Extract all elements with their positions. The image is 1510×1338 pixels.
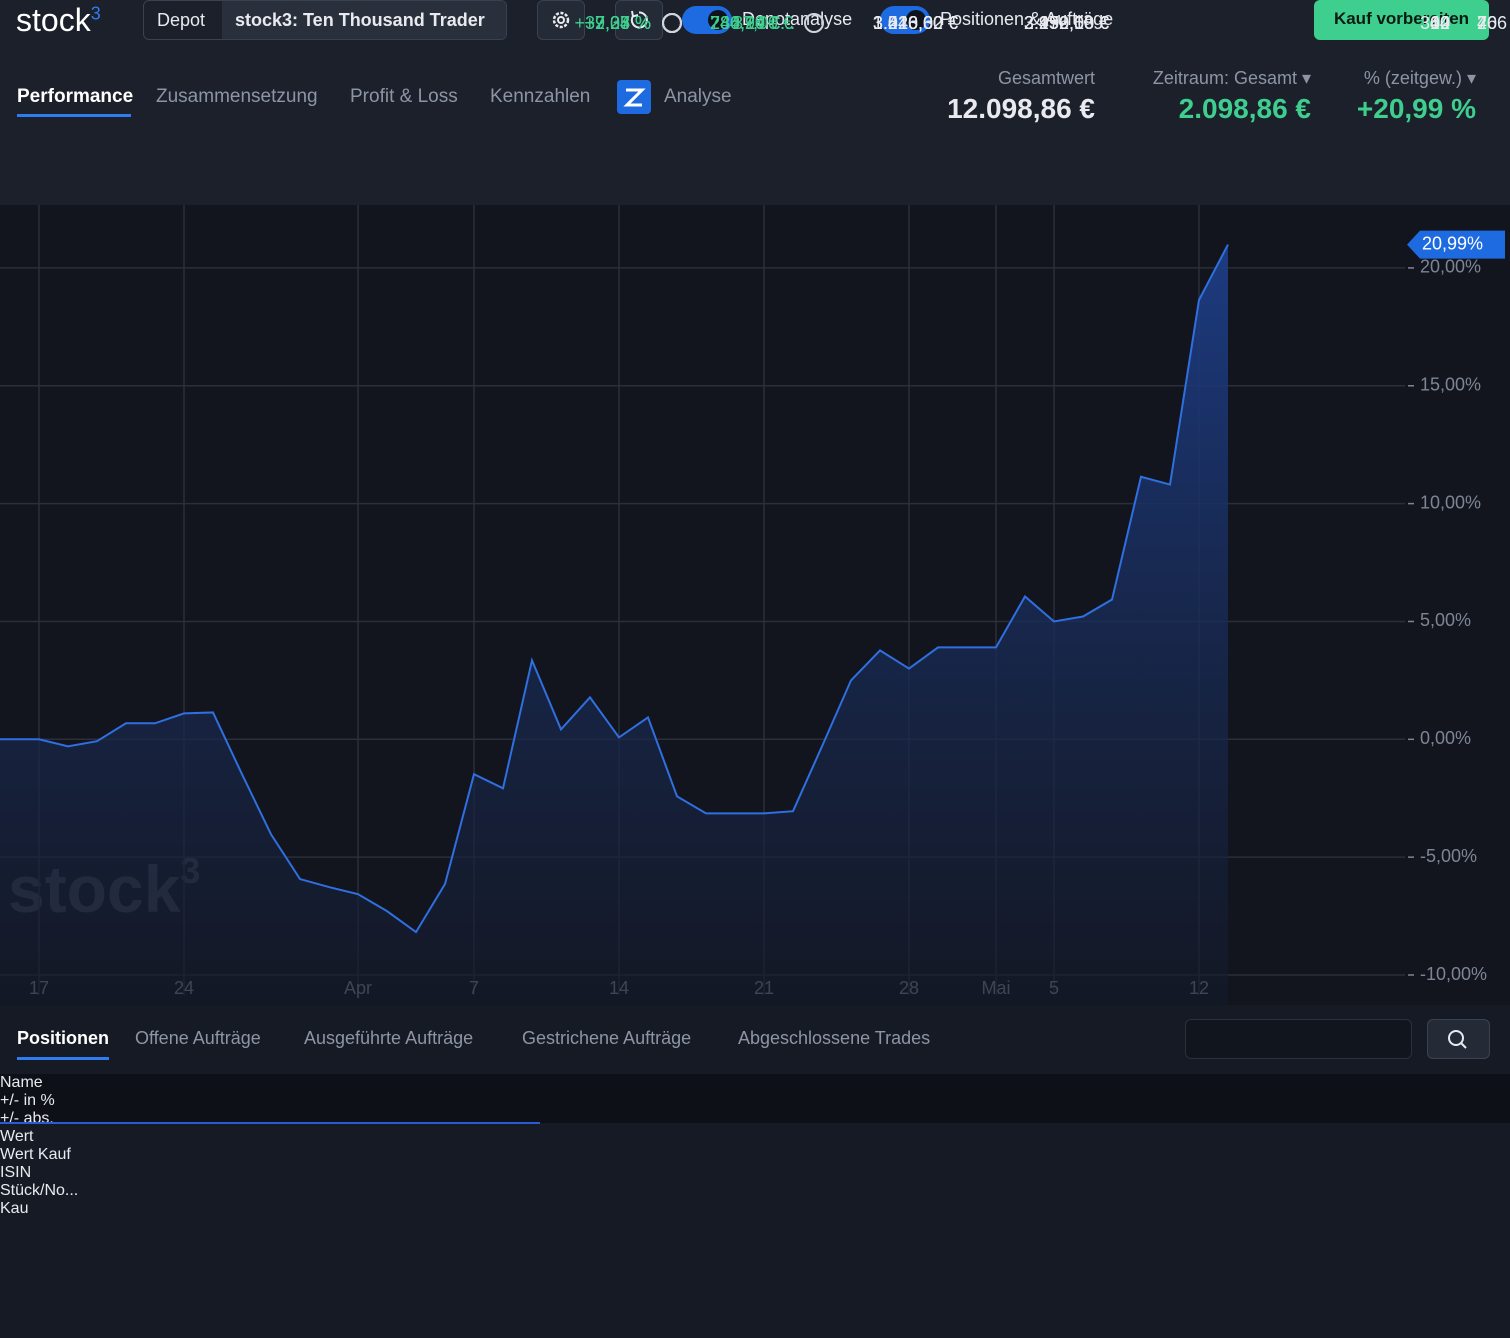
gear-icon xyxy=(552,11,570,29)
depot-label: Depot xyxy=(157,10,206,30)
abs-cell: 240,24 €... xyxy=(710,13,796,33)
reload-icon xyxy=(630,10,648,29)
toggle-label: Depotanalyse xyxy=(742,9,853,29)
stat-value: 2.098,86 € xyxy=(1178,93,1311,124)
stueck-cell: 300 xyxy=(1419,13,1450,33)
column-indicator xyxy=(0,1122,540,1124)
area xyxy=(0,244,1228,1005)
stat-value: 12.098,86 € xyxy=(947,93,1095,124)
settings-button[interactable] xyxy=(537,0,585,40)
column-header[interactable]: Kau xyxy=(0,1200,29,1217)
toggle-switch[interactable] xyxy=(880,6,930,34)
y-tick-label: 10,00% xyxy=(1420,492,1481,512)
bottom-tab[interactable]: Abgeschlossene Trades xyxy=(738,1028,931,1048)
reload-button[interactable] xyxy=(615,0,663,40)
column-header[interactable]: ISIN xyxy=(0,1164,32,1181)
wert-cell: 1.026,00 € xyxy=(872,13,958,33)
stat-label[interactable]: Zeitraum: Gesamt ▾ xyxy=(1152,68,1311,88)
stueck-cell: 44 xyxy=(1429,13,1450,33)
wert-kauf-cell: 3.192,50 € xyxy=(1023,13,1109,33)
tab-underline xyxy=(17,1057,109,1060)
column-header[interactable]: +/- abs. xyxy=(0,1110,54,1127)
y-tick-label: -5,00% xyxy=(1420,846,1477,866)
search-button[interactable] xyxy=(1427,1019,1490,1059)
kauf-cell: 40 xyxy=(1477,13,1498,33)
wert-cell: 3.510,32 € xyxy=(872,13,958,33)
stat-value: +20,99 % xyxy=(1356,93,1476,124)
y-tick-label: 15,00% xyxy=(1420,375,1481,395)
pct-cell: +7,33 % xyxy=(584,13,651,33)
stat-label: Gesamtwert xyxy=(997,68,1095,88)
logo[interactable]: stock3 xyxy=(16,2,101,39)
stueck-cell: 60 xyxy=(1429,13,1450,33)
logo-text: stock xyxy=(16,2,91,38)
search-icon xyxy=(1448,1030,1467,1049)
column-header[interactable]: +/- in % xyxy=(0,1092,55,1109)
info-icon[interactable] xyxy=(804,13,824,33)
abs-cell: 786,90 €... xyxy=(710,13,796,33)
column-header[interactable]: Wert xyxy=(0,1128,34,1145)
analyse-icon xyxy=(617,80,651,114)
bottom-tab[interactable]: Offene Aufträge xyxy=(135,1028,261,1048)
stueck-cell: 12 xyxy=(1429,13,1450,33)
performance-chart: stock3 1724Apr7142128Mai512-10,00%-5,00%… xyxy=(0,205,1510,1005)
bottom-tab[interactable]: Gestrichene Aufträge xyxy=(522,1028,692,1048)
line xyxy=(0,244,1229,934)
tab-underline xyxy=(17,114,131,117)
toggle-switch[interactable] xyxy=(682,6,732,34)
header-area: stock3 Depot stock3: Ten Thousand Trader… xyxy=(0,0,1510,205)
table-header: Name +/- in % +/- abs. Wert Wert Kauf ISIN Stü… xyxy=(0,1074,1510,1217)
tab[interactable]: Analyse xyxy=(664,86,732,107)
abs-cell: 234,10 €... xyxy=(710,13,796,33)
pct-cell: +32,04 % xyxy=(574,13,651,33)
wert-kauf-cell: 939,00 € xyxy=(1038,13,1109,33)
column-header[interactable]: Wert Kauf xyxy=(0,1146,71,1163)
wert-cell: 3.243,00 € xyxy=(872,13,958,33)
y-tick-label: 0,00% xyxy=(1420,728,1471,748)
y-tick-label: -10,00% xyxy=(1420,964,1487,984)
wert-cell: 3.426,60 € xyxy=(872,13,958,33)
pct-cell: +9,27 % xyxy=(584,13,651,33)
depot-name: stock3: Ten Thousand Trader xyxy=(222,1,506,39)
column-header[interactable]: Name xyxy=(0,1074,43,1091)
tab[interactable]: Zusammensetzung xyxy=(156,86,318,107)
bottom-tab[interactable]: Positionen xyxy=(17,1028,110,1048)
last-value-label: 20,99% xyxy=(1422,233,1483,253)
info-icon[interactable] xyxy=(662,13,682,33)
logo-sup: 3 xyxy=(90,3,101,24)
tab[interactable]: Profit & Loss xyxy=(350,86,458,107)
y-tick-label: 20,00% xyxy=(1420,257,1481,277)
y-tick-label: 5,00% xyxy=(1420,610,1471,630)
kauf-cell: 7 xyxy=(1477,13,1488,33)
wert-kauf-cell: 2.456,10 € xyxy=(1023,13,1109,33)
bottom-tab[interactable]: Ausgeführte Aufträge xyxy=(304,1028,474,1048)
search-input[interactable] xyxy=(1185,1019,1412,1059)
wert-kauf-cell: 3.270,08 € xyxy=(1023,13,1109,33)
kauf-cell: 266 xyxy=(1477,13,1508,33)
buy-button[interactable]: Kauf vorbereiten xyxy=(1314,0,1489,40)
stat-label[interactable]: % (zeitgew.) ▾ xyxy=(1363,68,1476,88)
tab[interactable]: Performance xyxy=(17,86,134,107)
abs-cell: 87,00 € xyxy=(732,13,793,33)
pct-cell: +7,35 % xyxy=(584,13,651,33)
toggle-label: Positionen & Aufträge xyxy=(940,9,1114,29)
last-value-badge xyxy=(1407,230,1505,259)
tab[interactable]: Kennzahlen xyxy=(490,86,591,107)
column-header[interactable]: Stück/No... xyxy=(0,1182,79,1199)
depot-select[interactable]: Depot stock3: Ten Thousand Trader xyxy=(143,0,507,40)
